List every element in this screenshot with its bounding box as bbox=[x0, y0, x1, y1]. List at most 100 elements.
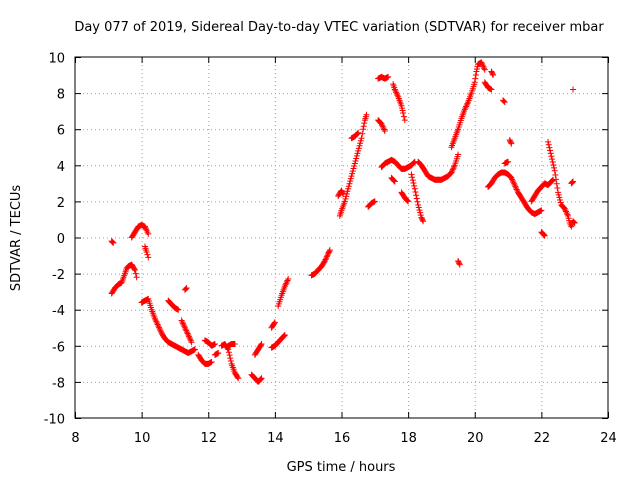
data-point bbox=[357, 140, 364, 147]
data-point bbox=[133, 274, 140, 281]
data-point bbox=[345, 185, 352, 192]
data-point bbox=[225, 349, 232, 356]
ticks bbox=[75, 57, 609, 419]
data-point bbox=[144, 251, 151, 258]
x-tick-label: 16 bbox=[334, 431, 351, 446]
data-point bbox=[353, 131, 360, 138]
data-point bbox=[353, 155, 360, 162]
data-point bbox=[505, 158, 512, 165]
data-point bbox=[178, 317, 185, 324]
data-point bbox=[355, 147, 362, 154]
data-point bbox=[109, 239, 116, 246]
data-point bbox=[570, 218, 577, 225]
data-point bbox=[321, 257, 328, 264]
data-point bbox=[156, 325, 163, 332]
data-point bbox=[568, 179, 575, 186]
data-point bbox=[354, 150, 361, 157]
data-point bbox=[417, 209, 424, 216]
y-axis-label: SDTVAR / TECUs bbox=[9, 185, 24, 292]
data-point bbox=[456, 260, 463, 267]
data-point bbox=[145, 254, 152, 261]
data-point bbox=[412, 189, 419, 196]
data-point bbox=[464, 100, 471, 107]
data-point bbox=[404, 197, 411, 204]
data-point bbox=[186, 334, 193, 341]
data-point bbox=[322, 256, 329, 263]
data-point bbox=[257, 376, 264, 383]
data-point bbox=[227, 355, 234, 362]
data-point bbox=[341, 198, 348, 205]
data-point bbox=[551, 167, 558, 174]
data-point bbox=[554, 185, 561, 192]
data-point bbox=[556, 194, 563, 201]
data-point bbox=[451, 163, 458, 170]
data-point bbox=[400, 109, 407, 116]
x-tick-label: 20 bbox=[467, 431, 484, 446]
data-point bbox=[513, 186, 520, 193]
data-point bbox=[154, 321, 161, 328]
data-point bbox=[385, 73, 392, 80]
data-point bbox=[283, 278, 290, 285]
data-point bbox=[347, 178, 354, 185]
data-point bbox=[490, 72, 497, 79]
data-point bbox=[226, 352, 233, 359]
data-point bbox=[563, 208, 570, 215]
data-point bbox=[513, 185, 520, 192]
data-point bbox=[351, 163, 358, 170]
grid bbox=[75, 57, 608, 418]
data-point bbox=[281, 332, 288, 339]
data-point bbox=[380, 125, 387, 132]
data-point bbox=[185, 331, 192, 338]
data-point bbox=[410, 179, 417, 186]
data-point bbox=[352, 157, 359, 164]
data-point bbox=[413, 195, 420, 202]
data-point bbox=[489, 70, 496, 77]
data-point bbox=[152, 317, 159, 324]
data-point bbox=[143, 226, 150, 233]
data-point bbox=[371, 198, 378, 205]
data-point bbox=[343, 193, 350, 200]
data-point bbox=[480, 63, 487, 70]
data-point bbox=[271, 319, 278, 326]
chart-title: Day 077 of 2019, Sidereal Day-to-day VTE… bbox=[74, 20, 604, 35]
data-point bbox=[231, 340, 238, 347]
x-tick-label: 10 bbox=[134, 431, 151, 446]
data-point bbox=[553, 180, 560, 187]
data-point bbox=[511, 182, 518, 189]
data-point bbox=[571, 220, 578, 227]
data-point bbox=[345, 183, 352, 190]
y-tick-label: -2 bbox=[52, 268, 65, 283]
data-point bbox=[563, 209, 570, 216]
data-point bbox=[271, 320, 278, 327]
data-point bbox=[343, 190, 350, 197]
data-point bbox=[360, 126, 367, 133]
data-point bbox=[500, 98, 507, 105]
data-point bbox=[481, 66, 488, 73]
data-point bbox=[281, 331, 288, 338]
data-point bbox=[392, 87, 399, 94]
data-point bbox=[488, 86, 495, 93]
data-point bbox=[512, 183, 519, 190]
data-point bbox=[179, 320, 186, 327]
data-point bbox=[355, 129, 362, 136]
data-point bbox=[391, 86, 398, 93]
data-point bbox=[557, 199, 564, 206]
data-point bbox=[181, 324, 188, 331]
data-point bbox=[187, 336, 194, 343]
data-point bbox=[381, 128, 388, 135]
data-point bbox=[472, 75, 479, 82]
data-point bbox=[357, 137, 364, 144]
data-point bbox=[145, 230, 152, 237]
data-point bbox=[393, 89, 400, 96]
data-point bbox=[155, 324, 162, 331]
data-point bbox=[463, 102, 470, 109]
data-point bbox=[342, 195, 349, 202]
data-point bbox=[557, 196, 564, 203]
data-point bbox=[456, 261, 463, 268]
data-point bbox=[472, 72, 479, 79]
data-point bbox=[570, 86, 577, 93]
y-tick-label: 8 bbox=[57, 88, 65, 103]
data-point bbox=[339, 189, 346, 196]
data-point bbox=[394, 92, 401, 99]
data-point bbox=[564, 211, 571, 218]
